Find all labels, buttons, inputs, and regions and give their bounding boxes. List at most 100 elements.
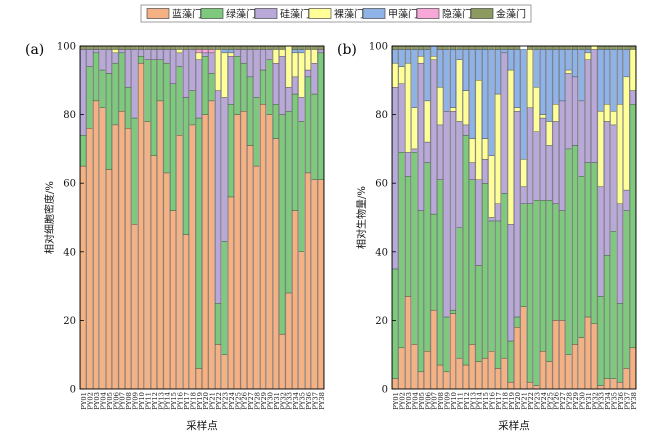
bar-segment xyxy=(449,107,457,112)
bar-segment xyxy=(507,224,514,342)
bar-segment xyxy=(546,49,553,122)
bar-segment xyxy=(112,49,119,54)
x-tick-label: PY15 xyxy=(170,392,178,410)
bar-segment xyxy=(456,121,463,228)
bar-segment xyxy=(176,135,183,390)
bar-segment xyxy=(616,104,623,204)
bar-segment xyxy=(604,45,611,50)
x-tick-label: PY12 xyxy=(463,392,471,410)
x-tick-label: PY36 xyxy=(305,392,313,410)
bar-segment xyxy=(202,49,209,54)
bar-segment xyxy=(137,56,145,64)
x-tick-label: PY08 xyxy=(437,392,445,410)
bar-segment xyxy=(266,45,273,50)
bar-segment xyxy=(443,316,450,373)
bar-segment xyxy=(279,49,286,57)
bar-segment xyxy=(259,49,267,71)
bar-segment xyxy=(304,76,311,174)
x-tick-label: PY37 xyxy=(311,392,319,410)
legend-swatch xyxy=(308,8,332,19)
x-tick-label: PY21 xyxy=(209,392,217,410)
bar-segment xyxy=(215,49,222,91)
bar-segment xyxy=(195,45,202,50)
bar-segment xyxy=(494,368,501,390)
x-tick-label: PY30 xyxy=(578,392,586,410)
bar-segment xyxy=(616,303,623,383)
x-tick-label: PY31 xyxy=(273,392,281,410)
x-tick-label: PY38 xyxy=(318,392,326,410)
bar-segment xyxy=(527,49,534,108)
x-tick-label: PY35 xyxy=(299,392,307,410)
bar-segment xyxy=(591,323,598,390)
y-tick-label: 20 xyxy=(63,316,76,327)
bar-segment xyxy=(475,361,482,390)
bar-segment xyxy=(539,117,546,201)
legend-swatch xyxy=(254,8,278,19)
x-tick-label: PY13 xyxy=(469,392,477,410)
bar-segment xyxy=(221,354,228,390)
y-tick-label: 40 xyxy=(63,247,76,258)
bar-segment xyxy=(571,76,579,146)
bar-segment xyxy=(424,162,431,352)
bar-segment xyxy=(398,45,405,50)
bar-segment xyxy=(144,45,151,50)
bar-segment xyxy=(112,52,119,64)
legend-label: 蓝藻门 xyxy=(172,8,202,21)
bar-segment xyxy=(469,138,476,163)
bar-segment xyxy=(417,49,424,57)
x-tick-label: PY06 xyxy=(112,392,120,410)
bar-segment xyxy=(443,371,450,390)
bar-segment xyxy=(591,45,598,50)
x-tick-label: PY23 xyxy=(533,392,541,410)
x-tick-label: PY17 xyxy=(495,392,503,410)
x-tick-label: PY04 xyxy=(99,392,107,410)
bar-segment xyxy=(552,121,559,204)
bar-segment xyxy=(584,316,591,390)
bar-segment xyxy=(215,303,222,345)
bar-segment xyxy=(317,179,324,390)
bar-segment xyxy=(424,49,431,102)
bar-segment xyxy=(272,62,279,105)
bar-segment xyxy=(546,361,553,390)
legend-label: 隐藻门 xyxy=(442,8,472,21)
bar-segment xyxy=(482,138,489,160)
bar-segment xyxy=(417,62,424,211)
bar-segment xyxy=(272,49,279,64)
bar-segment xyxy=(144,49,151,60)
bar-segment xyxy=(227,49,234,54)
bar-segment xyxy=(449,110,457,311)
bar-segment xyxy=(430,56,437,60)
bar-segment xyxy=(520,306,527,390)
bar-segment xyxy=(80,135,87,167)
x-tick-label: PY10 xyxy=(450,392,458,410)
bar-segment xyxy=(501,357,508,390)
bar-segment xyxy=(105,45,112,50)
bar-segment xyxy=(488,351,495,390)
bar-segment xyxy=(80,45,87,50)
legend: 蓝藻门 绿藻门 硅藻门 裸藻门 甲藻门 隐藻门 金藻门 xyxy=(140,4,532,23)
bar-segment xyxy=(398,83,405,153)
x-tick-label: PY11 xyxy=(456,392,464,410)
bar-segment xyxy=(208,45,215,50)
bar-segment xyxy=(195,52,202,60)
legend-label: 绿藻门 xyxy=(226,8,256,21)
x-tick-label: PY03 xyxy=(93,392,101,410)
bar-segment xyxy=(437,86,444,126)
bar-segment xyxy=(437,179,444,366)
bar-segment xyxy=(208,73,215,102)
x-tick-label: PY27 xyxy=(559,392,567,410)
bar-segment xyxy=(182,45,189,50)
bar-segment xyxy=(227,196,234,390)
bar-segment xyxy=(565,69,572,74)
bar-segment xyxy=(520,186,527,204)
bar-segment xyxy=(176,52,183,67)
x-tick-label: PY14 xyxy=(164,392,172,410)
x-tick-label: PY15 xyxy=(482,392,490,410)
bar-segment xyxy=(86,45,93,50)
bar-segment xyxy=(623,45,630,50)
bar-segment xyxy=(118,110,125,390)
bar-segment xyxy=(597,49,604,112)
panel-label: (b) xyxy=(337,42,357,58)
bar-segment xyxy=(449,45,457,50)
